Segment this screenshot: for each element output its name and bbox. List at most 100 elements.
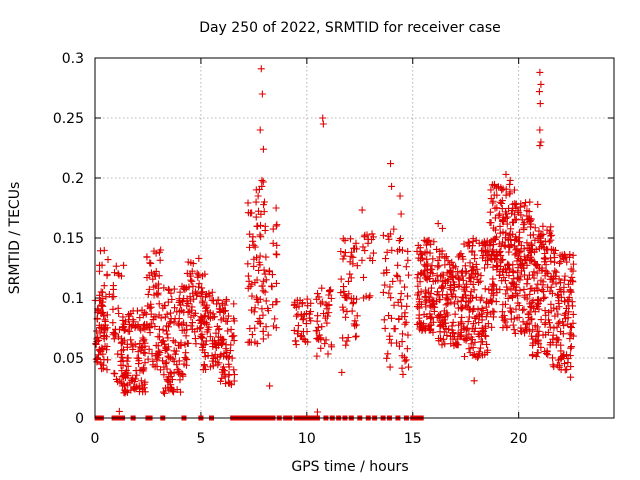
data-point xyxy=(230,315,238,323)
data-point xyxy=(230,371,238,379)
data-point xyxy=(273,251,281,259)
data-point xyxy=(557,347,565,355)
data-point xyxy=(569,332,577,340)
data-point xyxy=(261,227,269,235)
data-point xyxy=(460,240,468,248)
data-point xyxy=(115,407,123,415)
data-point xyxy=(503,283,511,291)
data-point xyxy=(264,331,272,339)
data-point xyxy=(455,321,463,329)
data-point xyxy=(182,349,190,357)
data-point xyxy=(401,309,409,317)
data-point xyxy=(303,295,311,303)
data-point xyxy=(123,340,131,348)
data-point xyxy=(182,355,190,363)
data-point xyxy=(359,243,367,251)
data-point xyxy=(369,233,377,241)
data-point xyxy=(519,318,527,326)
data-point xyxy=(202,365,210,373)
data-point xyxy=(426,301,434,309)
data-point xyxy=(436,295,444,303)
data-point xyxy=(439,335,447,343)
data-point xyxy=(224,378,232,386)
data-point xyxy=(121,318,129,326)
data-point xyxy=(164,334,172,342)
data-point xyxy=(505,248,513,256)
data-point xyxy=(500,241,508,249)
data-point xyxy=(162,344,170,352)
data-point xyxy=(314,323,322,331)
data-point xyxy=(344,333,352,341)
data-point xyxy=(414,282,422,290)
data-point xyxy=(468,325,476,333)
data-point xyxy=(510,315,518,323)
data-point xyxy=(509,204,517,212)
data-point xyxy=(99,302,107,310)
data-point xyxy=(322,336,330,344)
data-point xyxy=(167,315,175,323)
data-point xyxy=(534,280,542,288)
data-point xyxy=(442,253,450,261)
data-point xyxy=(139,334,147,342)
data-point xyxy=(443,269,451,277)
data-point xyxy=(558,253,566,261)
data-point xyxy=(209,313,217,321)
data-point xyxy=(514,292,522,300)
data-point xyxy=(483,340,491,348)
data-point xyxy=(512,249,520,257)
data-point xyxy=(421,326,429,334)
data-point xyxy=(488,289,496,297)
data-point xyxy=(462,269,470,277)
data-point xyxy=(366,254,374,262)
data-point xyxy=(103,270,111,278)
data-point xyxy=(484,320,492,328)
data-point xyxy=(512,305,520,313)
data-point xyxy=(203,320,211,328)
data-point xyxy=(353,245,361,253)
data-point xyxy=(96,261,104,269)
data-point xyxy=(454,298,462,306)
data-point xyxy=(551,267,559,275)
data-point xyxy=(466,297,474,305)
data-point xyxy=(143,274,151,282)
data-point xyxy=(438,271,446,279)
data-point xyxy=(463,334,471,342)
data-point xyxy=(160,284,168,292)
data-point xyxy=(425,296,433,304)
data-point xyxy=(438,282,446,290)
data-point xyxy=(164,352,172,360)
data-point xyxy=(561,297,569,305)
data-point xyxy=(173,308,181,316)
data-point xyxy=(261,288,269,296)
data-point xyxy=(195,283,203,291)
data-point xyxy=(517,211,525,219)
data-point xyxy=(543,269,551,277)
data-point xyxy=(139,367,147,375)
data-point xyxy=(508,292,516,300)
data-point xyxy=(535,227,543,235)
data-point xyxy=(251,304,259,312)
data-point xyxy=(252,198,260,206)
data-point xyxy=(520,219,528,227)
data-point xyxy=(169,387,177,395)
data-point xyxy=(266,382,274,390)
data-point xyxy=(317,300,325,308)
data-point xyxy=(428,313,436,321)
data-point xyxy=(272,279,280,287)
data-point xyxy=(466,305,474,313)
data-point xyxy=(176,341,184,349)
data-point xyxy=(103,311,111,319)
data-point xyxy=(161,313,169,321)
data-point xyxy=(556,285,564,293)
data-point xyxy=(534,296,542,304)
data-point xyxy=(466,259,474,267)
data-point xyxy=(299,316,307,324)
data-point xyxy=(272,298,280,306)
data-point xyxy=(511,251,519,259)
data-point xyxy=(159,388,167,396)
data-point xyxy=(553,323,561,331)
data-point xyxy=(147,259,155,267)
data-point xyxy=(397,296,405,304)
data-point xyxy=(185,283,193,291)
data-point xyxy=(163,375,171,383)
